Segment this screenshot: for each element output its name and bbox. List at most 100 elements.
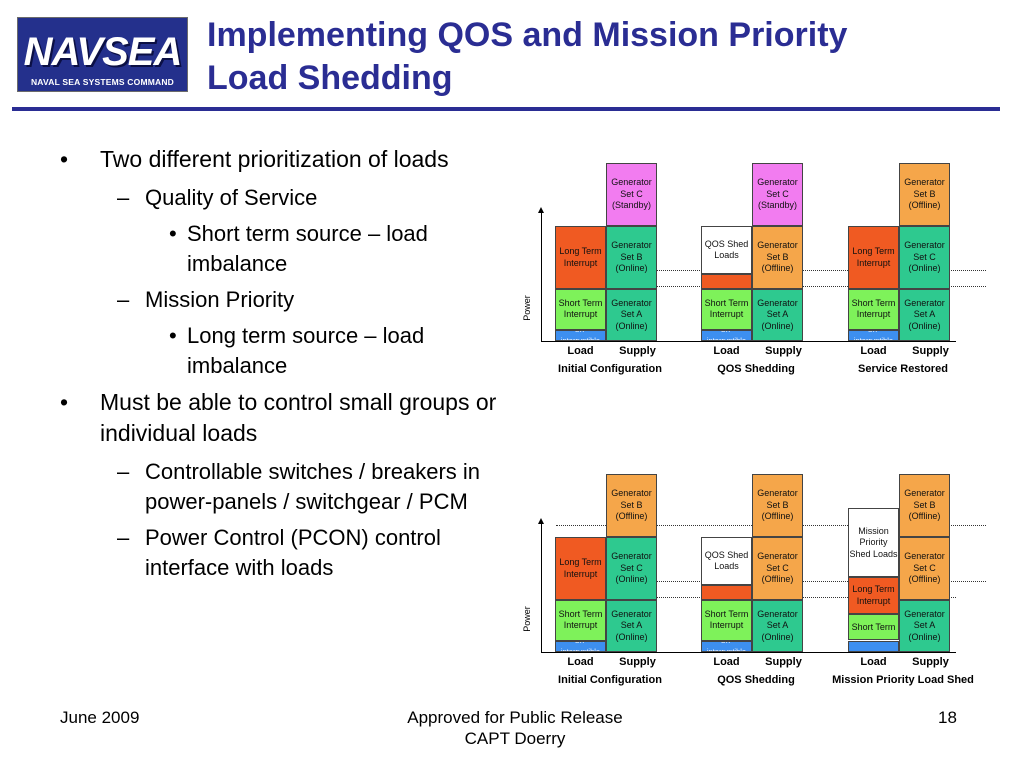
bullet-marker: • (60, 146, 69, 172)
bullet-text: Power Control (PCON) control interface w… (145, 525, 441, 580)
supply-segment: Generator Set C (Online) (899, 226, 950, 290)
load-segment: Long Term Interrupt (555, 537, 606, 601)
load-segment: Long Term Interrupt (848, 577, 899, 615)
supply-column-label: Supply (765, 345, 802, 357)
load-column-label: Load (860, 656, 887, 668)
bullet-marker: – (117, 185, 130, 210)
supply-segment: Generator Set B (Offline) (606, 473, 657, 537)
bullet-marker: – (117, 459, 130, 484)
load-segment: Un-interruptible (848, 329, 899, 341)
panel-caption: QOS Shedding (717, 363, 795, 375)
page-number: 18 (938, 708, 957, 727)
load-segment: Long Term Interrupt (555, 226, 606, 290)
bullet-item: – Power Control (PCON) control interface … (105, 523, 500, 583)
bullet-marker: • (60, 389, 69, 415)
bullet-text: Two different prioritization of loads (100, 146, 449, 172)
load-segment (848, 640, 899, 652)
load-segment: Short Term Interrupt (701, 289, 752, 330)
navsea-logo: NAVSEA NAVAL SEA SYSTEMS COMMAND (17, 17, 188, 92)
load-segment: Un-interruptible (555, 640, 606, 652)
load-segment: Short Term Interrupt (701, 600, 752, 641)
supply-segment: Generator Set C (Standby) (606, 162, 657, 226)
supply-column-label: Supply (765, 656, 802, 668)
load-column-label: Load (713, 345, 740, 357)
footer-release: Approved for Public Release (407, 708, 623, 727)
slide-title-line1: Implementing QOS and Mission Priority (207, 16, 848, 54)
load-column-label: Load (567, 656, 594, 668)
bullet-item: • Short term source – load imbalance (165, 219, 500, 279)
bullet-item: • Must be able to control small groups or… (60, 387, 500, 449)
bullet-item: – Quality of Service (105, 183, 500, 213)
load-segment: QOS Shed Loads (701, 537, 752, 586)
supply-segment: Generator Set A (Online) (899, 289, 950, 341)
supply-segment: Generator Set B (Offline) (899, 473, 950, 537)
axis-arrow-icon (538, 207, 544, 213)
footer-date: June 2009 (60, 708, 140, 727)
supply-segment: Generator Set C (Offline) (899, 537, 950, 601)
supply-column-label: Supply (912, 656, 949, 668)
title-divider (12, 107, 1000, 111)
supply-segment: Generator Set A (Online) (899, 600, 950, 652)
power-axis-label: Power (521, 606, 532, 632)
load-column-label: Load (567, 345, 594, 357)
supply-column-label: Supply (619, 345, 656, 357)
logo-subtitle: NAVAL SEA SYSTEMS COMMAND (30, 77, 175, 87)
power-axis-label: Power (521, 295, 532, 321)
load-column-label: Load (713, 656, 740, 668)
supply-segment: Generator Set B (Online) (606, 226, 657, 290)
bullet-text: Quality of Service (145, 185, 318, 210)
load-segment: Short Term Interrupt (555, 289, 606, 330)
supply-segment: Generator Set C (Online) (606, 537, 657, 601)
load-segment: Short Term Interrupt (848, 289, 899, 330)
load-segment: Un-interruptible (555, 329, 606, 341)
power-axis (541, 524, 542, 652)
load-segment: Mission Priority Shed Loads (848, 508, 899, 578)
load-segment: Un-interruptible (701, 640, 752, 652)
panel-caption: QOS Shedding (717, 674, 795, 686)
bullet-item: • Two different prioritization of loads (60, 144, 500, 175)
power-axis (541, 213, 542, 341)
slide-title: Implementing QOS and Mission Priority Lo… (207, 14, 1007, 100)
panel-caption: Service Restored (858, 363, 948, 375)
bullet-marker: – (117, 287, 130, 312)
supply-segment: Generator Set C (Standby) (752, 162, 803, 226)
panel-caption: Mission Priority Load Shed (832, 674, 974, 686)
supply-segment: Generator Set A (Online) (752, 289, 803, 341)
supply-segment: Generator Set B (Offline) (899, 162, 950, 226)
bullet-text: Short term source – load imbalance (187, 221, 428, 276)
supply-segment: Generator Set B (Offline) (752, 226, 803, 290)
bullet-item: • Long term source – load imbalance (165, 321, 500, 381)
bullet-text: Must be able to control small groups or … (100, 389, 497, 446)
supply-segment: Generator Set A (Online) (606, 600, 657, 652)
load-segment (701, 585, 752, 601)
supply-segment: Generator Set A (Online) (752, 600, 803, 652)
load-column-label: Load (860, 345, 887, 357)
bullet-item: – Controllable switches / breakers in pow… (105, 457, 500, 517)
bullet-text: Controllable switches / breakers in powe… (145, 459, 481, 514)
bullet-text: Long term source – load imbalance (187, 323, 425, 378)
load-segment: QOS Shed Loads (701, 226, 752, 275)
panel-caption: Initial Configuration (558, 674, 662, 686)
bullet-list: • Two different prioritization of loads – Q… (60, 144, 500, 589)
bullet-text: Mission Priority (145, 287, 295, 312)
baseline (541, 652, 956, 653)
bullet-item: – Mission Priority (105, 285, 500, 315)
panel-caption: Initial Configuration (558, 363, 662, 375)
supply-column-label: Supply (619, 656, 656, 668)
slide-title-line2: Load Shedding (207, 59, 453, 97)
load-segment: Short Term Interrupt (555, 600, 606, 641)
supply-segment: Generator Set A (Online) (606, 289, 657, 341)
bullet-marker: – (117, 525, 130, 550)
footer-center: Approved for Public Release CAPT Doerry (355, 707, 675, 749)
footer-author: CAPT Doerry (464, 729, 566, 748)
bullet-marker: • (169, 221, 177, 246)
load-segment: Long Term Interrupt (848, 226, 899, 290)
supply-segment: Generator Set B (Offline) (752, 473, 803, 537)
supply-column-label: Supply (912, 345, 949, 357)
logo-wordmark: NAVSEA (23, 30, 183, 74)
load-segment: Un-interruptible (701, 329, 752, 341)
load-segment (701, 274, 752, 290)
axis-arrow-icon (538, 518, 544, 524)
supply-segment: Generator Set C (Offline) (752, 537, 803, 601)
baseline (541, 341, 956, 342)
